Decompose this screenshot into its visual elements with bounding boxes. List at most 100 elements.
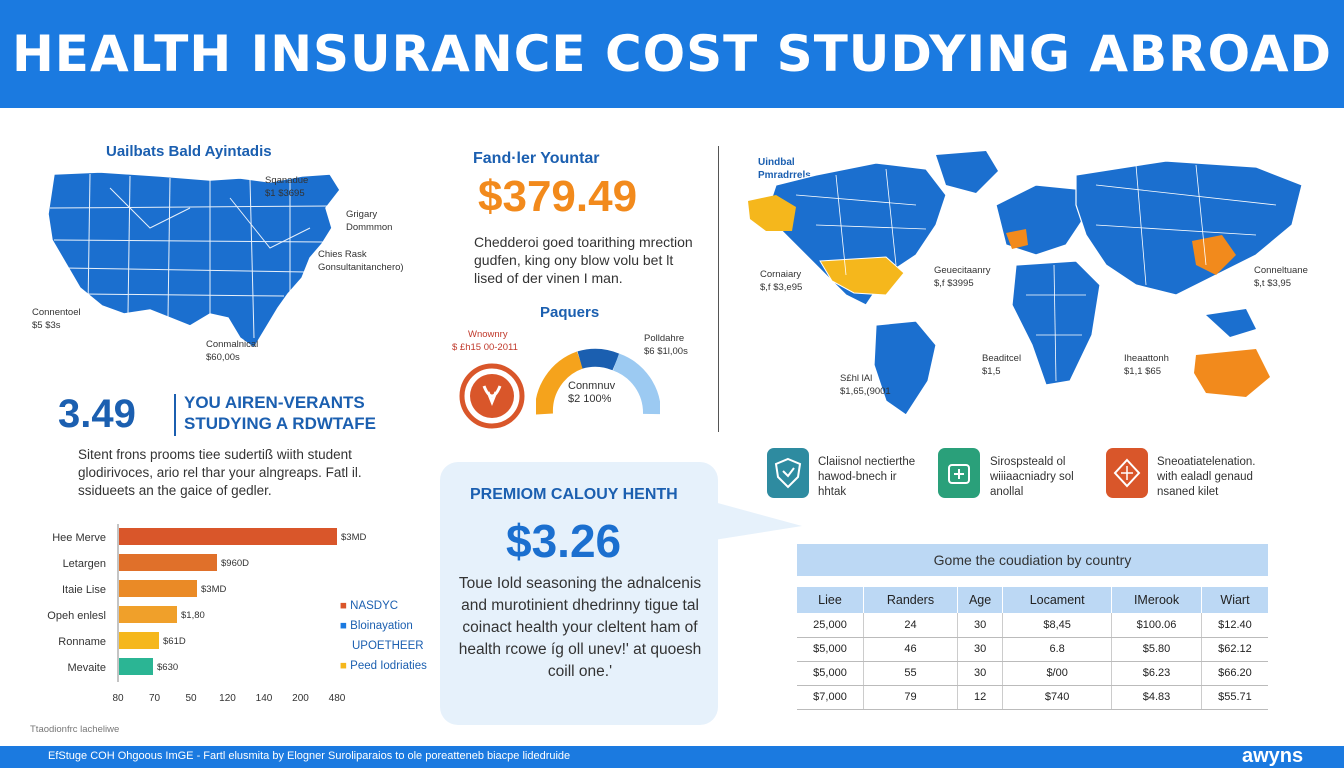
table-cell: $7,000 bbox=[797, 685, 864, 710]
world-map-label: Geuecitaanry $,f $3995 bbox=[934, 265, 991, 289]
world-map-label: S£hl lAl $1,65,(9001 bbox=[840, 373, 891, 397]
table-row: 25,000 24 30 $8,45 $100.06 $12.40 bbox=[797, 613, 1268, 638]
bar-chart-legend: ■ NASDYC ■ Bloinayation UPOETHEER ■ Peed… bbox=[340, 596, 427, 676]
column-divider bbox=[718, 146, 719, 432]
bar-label: Opeh enlesl bbox=[47, 610, 106, 622]
us-map-title: Uailbats Bald Ayintadis bbox=[106, 143, 272, 160]
table-cell: $5,000 bbox=[797, 661, 864, 686]
legend-item: UPOETHEER bbox=[352, 640, 424, 652]
bar-label: Hee Merve bbox=[52, 532, 106, 544]
table-cell: 30 bbox=[957, 613, 1004, 638]
footer-brand-logo: awyns bbox=[1242, 745, 1304, 767]
paquers-title: Paquers bbox=[540, 304, 600, 321]
x-tick-label: 140 bbox=[256, 693, 273, 704]
gauge-center-label: Conmnuv $2 100% bbox=[568, 380, 616, 405]
icon-caption: Sirospsteald ol wiiiaacniadry sol anolla… bbox=[990, 456, 1074, 498]
table-cell: 6.8 bbox=[1002, 637, 1113, 662]
stat-divider bbox=[174, 394, 176, 436]
icon-caption: Sneoatiatelenation. with ealadl genaud n… bbox=[1157, 456, 1256, 498]
column-header: Wiart bbox=[1201, 587, 1268, 613]
table-cell: 25,000 bbox=[797, 613, 864, 638]
table-cell: $66.20 bbox=[1201, 661, 1268, 686]
bar-value-label: $1,80 bbox=[181, 610, 205, 621]
table-title: Gome the coudiation by country bbox=[797, 544, 1268, 576]
page-title: HEALTH INSURANCE COST STUDYING ABROAD bbox=[11, 25, 1333, 83]
column-header: Randers bbox=[863, 587, 958, 613]
cost-bar-chart: Hee Merve $3MD Letargen $960D Itaie Lise $3MD… bbox=[47, 524, 366, 704]
insurance-badge-icon bbox=[459, 363, 525, 429]
table-cell: $5,000 bbox=[797, 637, 864, 662]
table-row: $5,000 46 30 6.8 $5.80 $62.12 bbox=[797, 637, 1268, 662]
gauge-chart bbox=[536, 348, 660, 415]
table-cell: $740 bbox=[1002, 685, 1113, 710]
table-cell: $5.80 bbox=[1111, 637, 1202, 662]
world-map-label: Conneltuane $,t $3,95 bbox=[1254, 265, 1308, 289]
icon-caption: Claiisnol nectierthe hawod-bnech ir hhta… bbox=[818, 456, 916, 498]
us-map-label: Sqanadue $1 $3695 bbox=[265, 175, 309, 199]
bar-label: Itaie Lise bbox=[62, 584, 106, 596]
bar-value-label: $3MD bbox=[341, 532, 366, 543]
column-header: Locament bbox=[1002, 587, 1113, 613]
feature-label: Fand·ler Yountar bbox=[473, 150, 600, 167]
table-cell: 55 bbox=[863, 661, 958, 686]
legend-item: ■ Bloinayation bbox=[340, 620, 413, 632]
legend-item: ■ NASDYC bbox=[340, 600, 399, 612]
big-stat-heading: YOU AIREN-VERANTS STUDYING A RDWTAFE bbox=[184, 393, 377, 433]
table-row: $7,000 79 12 $740 $4.83 $55.71 bbox=[797, 685, 1268, 710]
bar bbox=[119, 528, 337, 545]
table-cell: 12 bbox=[957, 685, 1004, 710]
feature-price: $379.49 bbox=[478, 172, 638, 221]
us-map-label: Grigary Dommmon bbox=[346, 209, 393, 233]
table-cell: $100.06 bbox=[1111, 613, 1202, 638]
world-map-label: Cornaiary $,f $3,e95 bbox=[760, 269, 803, 293]
legend-item: ■ Peed Iodriaties bbox=[340, 660, 427, 672]
bar-value-label: $3MD bbox=[201, 584, 226, 595]
us-map bbox=[47, 171, 341, 350]
bar-label: Mevaite bbox=[67, 662, 106, 674]
x-tick-label: 120 bbox=[219, 693, 236, 704]
table-cell: 24 bbox=[863, 613, 958, 638]
premium-price: $3.26 bbox=[506, 515, 622, 567]
gauge-segment-light bbox=[612, 353, 660, 415]
bar bbox=[119, 554, 217, 571]
table-cell: $12.40 bbox=[1201, 613, 1268, 638]
x-tick-label: 200 bbox=[292, 693, 309, 704]
column-header: IMerook bbox=[1111, 587, 1202, 613]
table-cell: 30 bbox=[957, 637, 1004, 662]
medical-kit-icon bbox=[938, 448, 980, 498]
bar bbox=[119, 606, 177, 623]
bar bbox=[119, 580, 197, 597]
bar-label: Ronname bbox=[58, 636, 106, 648]
table-row: $5,000 55 30 $/00 $6.23 $66.20 bbox=[797, 661, 1268, 686]
feature-description: Chedderoi goed toarithing mrection gudfe… bbox=[474, 234, 693, 286]
gauge-segment-blue bbox=[577, 348, 620, 371]
x-tick-label: 50 bbox=[185, 693, 197, 704]
big-stat-text: Sitent frons prooms tiee sudertiß wiith … bbox=[78, 447, 362, 498]
speech-pointer bbox=[714, 502, 802, 540]
country-cost-table: Liee Randers Age Locament IMerook Wiart … bbox=[797, 587, 1268, 710]
big-stat-value: 3.49 bbox=[58, 392, 136, 436]
bar bbox=[119, 658, 153, 675]
table-cell: $55.71 bbox=[1201, 685, 1268, 710]
us-map-label: Chies Rask Gonsultanitanchero) bbox=[318, 249, 404, 273]
header-banner: HEALTH INSURANCE COST STUDYING ABROAD bbox=[0, 0, 1344, 108]
world-map-label: Iheaattonh $1,1 $65 bbox=[1124, 353, 1169, 377]
x-tick-label: 480 bbox=[329, 693, 346, 704]
shield-icon bbox=[767, 448, 809, 498]
column-header: Age bbox=[957, 587, 1004, 613]
diamond-icon bbox=[1106, 448, 1148, 498]
column-header: Liee bbox=[797, 587, 864, 613]
world-map bbox=[748, 151, 1303, 416]
gauge-left-label: Wnownry $ £h15 00-2011 bbox=[452, 329, 518, 353]
footer-text: EfStuge COH Ohgoous ImGE - Fartl elusmit… bbox=[48, 750, 571, 762]
gauge-segment-orange bbox=[536, 351, 584, 415]
table-cell: $6.23 bbox=[1111, 661, 1202, 686]
source-note: Ttaodionfrc lacheliwe bbox=[30, 724, 120, 735]
us-map-label: Connentoel $5 $3s bbox=[32, 307, 81, 331]
premium-text: Toue Iold seasoning the adnalcenis and m… bbox=[458, 575, 702, 680]
premium-callout bbox=[440, 462, 718, 725]
table-cell: 30 bbox=[957, 661, 1004, 686]
table-cell: 79 bbox=[863, 685, 958, 710]
table-cell: $4.83 bbox=[1111, 685, 1202, 710]
